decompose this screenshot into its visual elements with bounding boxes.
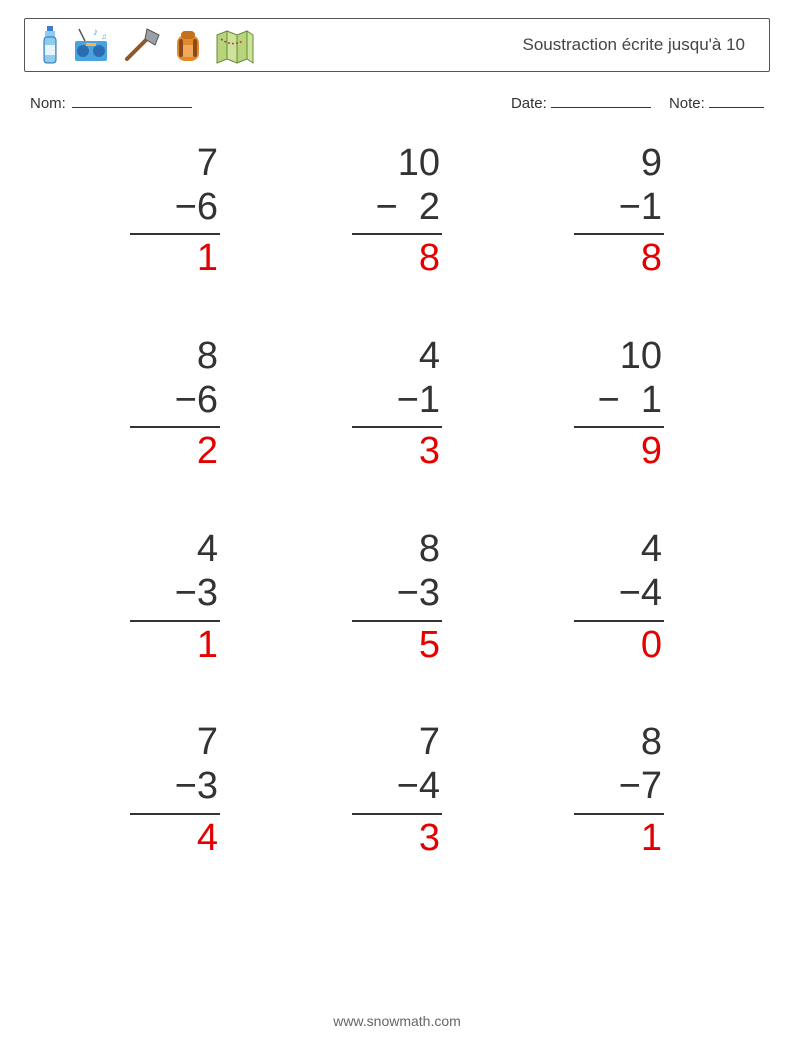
backpack-icon xyxy=(171,25,205,65)
minuend: 8 xyxy=(352,528,442,572)
problem-grid: 7−6110− 289−188−624−1310− 194−318−354−40… xyxy=(24,142,770,860)
minuend: 7 xyxy=(352,721,442,765)
svg-text:♪: ♪ xyxy=(93,27,98,38)
name-field: Nom: xyxy=(30,94,192,112)
radio-icon: ♪ ♫ xyxy=(71,25,111,65)
name-label: Nom: xyxy=(30,95,66,112)
header-box: ♪ ♫ xyxy=(24,18,770,72)
answer: 1 xyxy=(130,622,220,668)
problem: 7−43 xyxy=(286,721,508,860)
date-field: Date: xyxy=(511,94,651,112)
minuend: 8 xyxy=(574,721,664,765)
problem-inner: 9−18 xyxy=(574,142,664,281)
problem: 8−62 xyxy=(64,335,286,474)
subtrahend-row: −3 xyxy=(352,572,442,622)
minuend: 7 xyxy=(130,721,220,765)
answer: 8 xyxy=(574,235,664,281)
problem-inner: 8−35 xyxy=(352,528,442,667)
subtrahend-row: −1 xyxy=(574,186,664,236)
answer: 3 xyxy=(352,815,442,861)
answer: 1 xyxy=(130,235,220,281)
problem-inner: 8−71 xyxy=(574,721,664,860)
answer: 1 xyxy=(574,815,664,861)
subtrahend-row: −3 xyxy=(130,765,220,815)
subtrahend-row: − 1 xyxy=(574,379,664,429)
problem-inner: 10− 19 xyxy=(574,335,664,474)
problem: 4−40 xyxy=(508,528,730,667)
minuend: 4 xyxy=(352,335,442,379)
problem-inner: 8−62 xyxy=(130,335,220,474)
problem: 4−31 xyxy=(64,528,286,667)
date-blank[interactable] xyxy=(551,94,651,108)
problem-inner: 7−43 xyxy=(352,721,442,860)
subtrahend-row: −3 xyxy=(130,572,220,622)
problem: 7−61 xyxy=(64,142,286,281)
problem: 10− 19 xyxy=(508,335,730,474)
score-field: Note: xyxy=(669,94,764,112)
answer: 2 xyxy=(130,428,220,474)
meta-row: Nom: Date: Note: xyxy=(30,94,764,112)
subtrahend-row: −6 xyxy=(130,186,220,236)
problem: 8−71 xyxy=(508,721,730,860)
problem: 9−18 xyxy=(508,142,730,281)
name-blank[interactable] xyxy=(72,94,192,108)
subtrahend-row: −4 xyxy=(352,765,442,815)
score-label: Note: xyxy=(669,95,705,112)
minuend: 9 xyxy=(574,142,664,186)
minuend: 8 xyxy=(130,335,220,379)
answer: 8 xyxy=(352,235,442,281)
answer: 3 xyxy=(352,428,442,474)
subtrahend-row: −1 xyxy=(352,379,442,429)
problem-inner: 4−31 xyxy=(130,528,220,667)
minuend: 10 xyxy=(352,142,442,186)
bottle-icon xyxy=(39,25,61,65)
minuend: 4 xyxy=(574,528,664,572)
header-icons: ♪ ♫ xyxy=(39,25,255,65)
answer: 5 xyxy=(352,622,442,668)
problem: 8−35 xyxy=(286,528,508,667)
subtrahend-row: −6 xyxy=(130,379,220,429)
problem: 10− 28 xyxy=(286,142,508,281)
subtrahend-row: −7 xyxy=(574,765,664,815)
subtrahend-row: − 2 xyxy=(352,186,442,236)
answer: 4 xyxy=(130,815,220,861)
minuend: 4 xyxy=(130,528,220,572)
footer-url: www.snowmath.com xyxy=(0,1013,794,1029)
worksheet-page: ♪ ♫ xyxy=(0,0,794,1053)
answer: 0 xyxy=(574,622,664,668)
worksheet-title: Soustraction écrite jusqu'à 10 xyxy=(523,35,756,55)
date-label: Date: xyxy=(511,95,547,112)
problem-inner: 4−13 xyxy=(352,335,442,474)
svg-text:♫: ♫ xyxy=(101,32,107,41)
axe-icon xyxy=(121,25,161,65)
problem-inner: 4−40 xyxy=(574,528,664,667)
score-blank[interactable] xyxy=(709,94,764,108)
minuend: 10 xyxy=(574,335,664,379)
problem: 7−34 xyxy=(64,721,286,860)
problem: 4−13 xyxy=(286,335,508,474)
subtrahend-row: −4 xyxy=(574,572,664,622)
minuend: 7 xyxy=(130,142,220,186)
problem-inner: 10− 28 xyxy=(352,142,442,281)
map-icon xyxy=(215,27,255,65)
problem-inner: 7−61 xyxy=(130,142,220,281)
problem-inner: 7−34 xyxy=(130,721,220,860)
answer: 9 xyxy=(574,428,664,474)
